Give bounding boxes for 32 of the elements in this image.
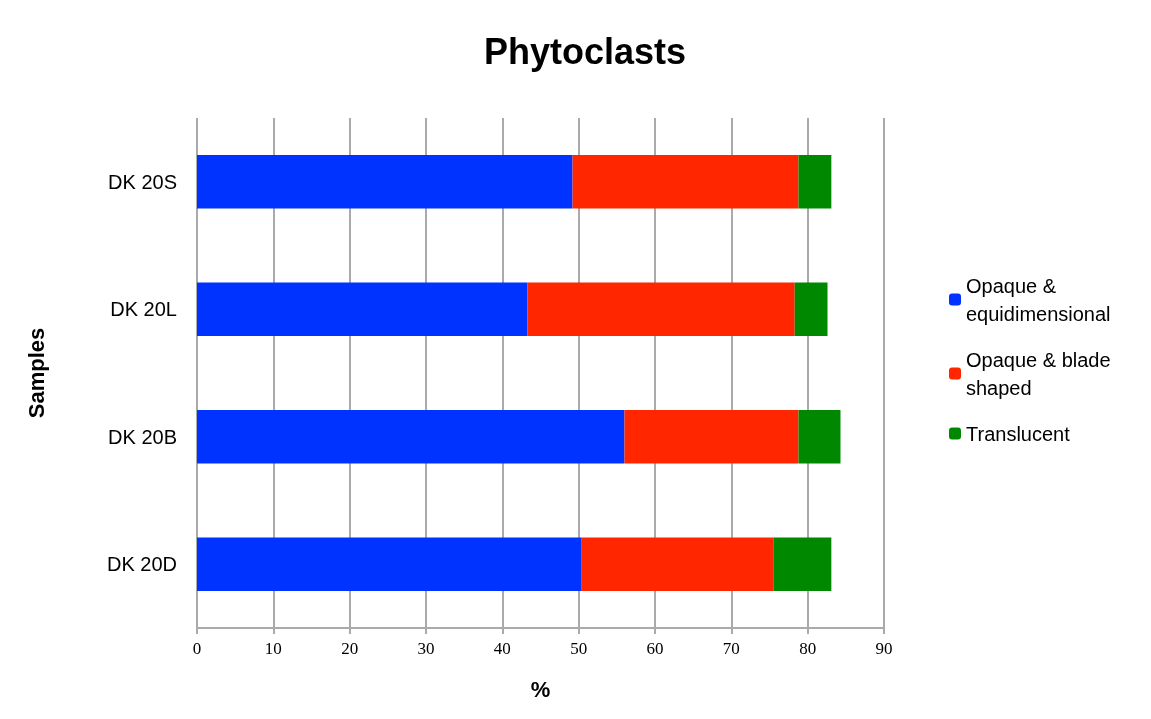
x-tick-label: 90 <box>875 639 893 658</box>
bar <box>794 282 828 337</box>
bar <box>572 154 799 209</box>
bar <box>773 537 832 592</box>
chart-title: Phytoclasts <box>483 30 687 72</box>
legend-label: Opaque & blade shaped <box>966 348 1117 399</box>
y-tick-label: DK 20S <box>108 170 177 193</box>
x-tick-label: 60 <box>646 639 664 658</box>
x-tick-label: 30 <box>417 639 435 658</box>
x-tick-label: 40 <box>493 639 511 658</box>
bar <box>624 409 799 464</box>
y-axis-title: Samples <box>23 327 49 419</box>
y-tick-label: DK 20D <box>106 553 177 576</box>
y-tick-label: DK 20B <box>108 425 177 448</box>
x-tick-label: 70 <box>722 639 740 658</box>
legend-label: Opaque & equidimensional <box>966 274 1111 325</box>
x-tick-label: 20 <box>341 639 359 658</box>
bar <box>197 409 625 464</box>
bar <box>581 537 774 592</box>
x-tick-label: 10 <box>264 639 282 658</box>
bar <box>197 537 582 592</box>
bar <box>197 154 573 209</box>
bar <box>798 409 841 464</box>
bar <box>798 154 832 209</box>
x-axis-title: % <box>530 676 551 702</box>
y-tick-label: DK 20L <box>110 298 177 321</box>
legend-label: Translucent <box>966 422 1071 445</box>
bar <box>527 282 795 337</box>
x-tick-label: 50 <box>570 639 588 658</box>
x-tick-label: 80 <box>799 639 817 658</box>
x-tick-label: 0 <box>192 639 202 658</box>
bar <box>197 282 528 337</box>
